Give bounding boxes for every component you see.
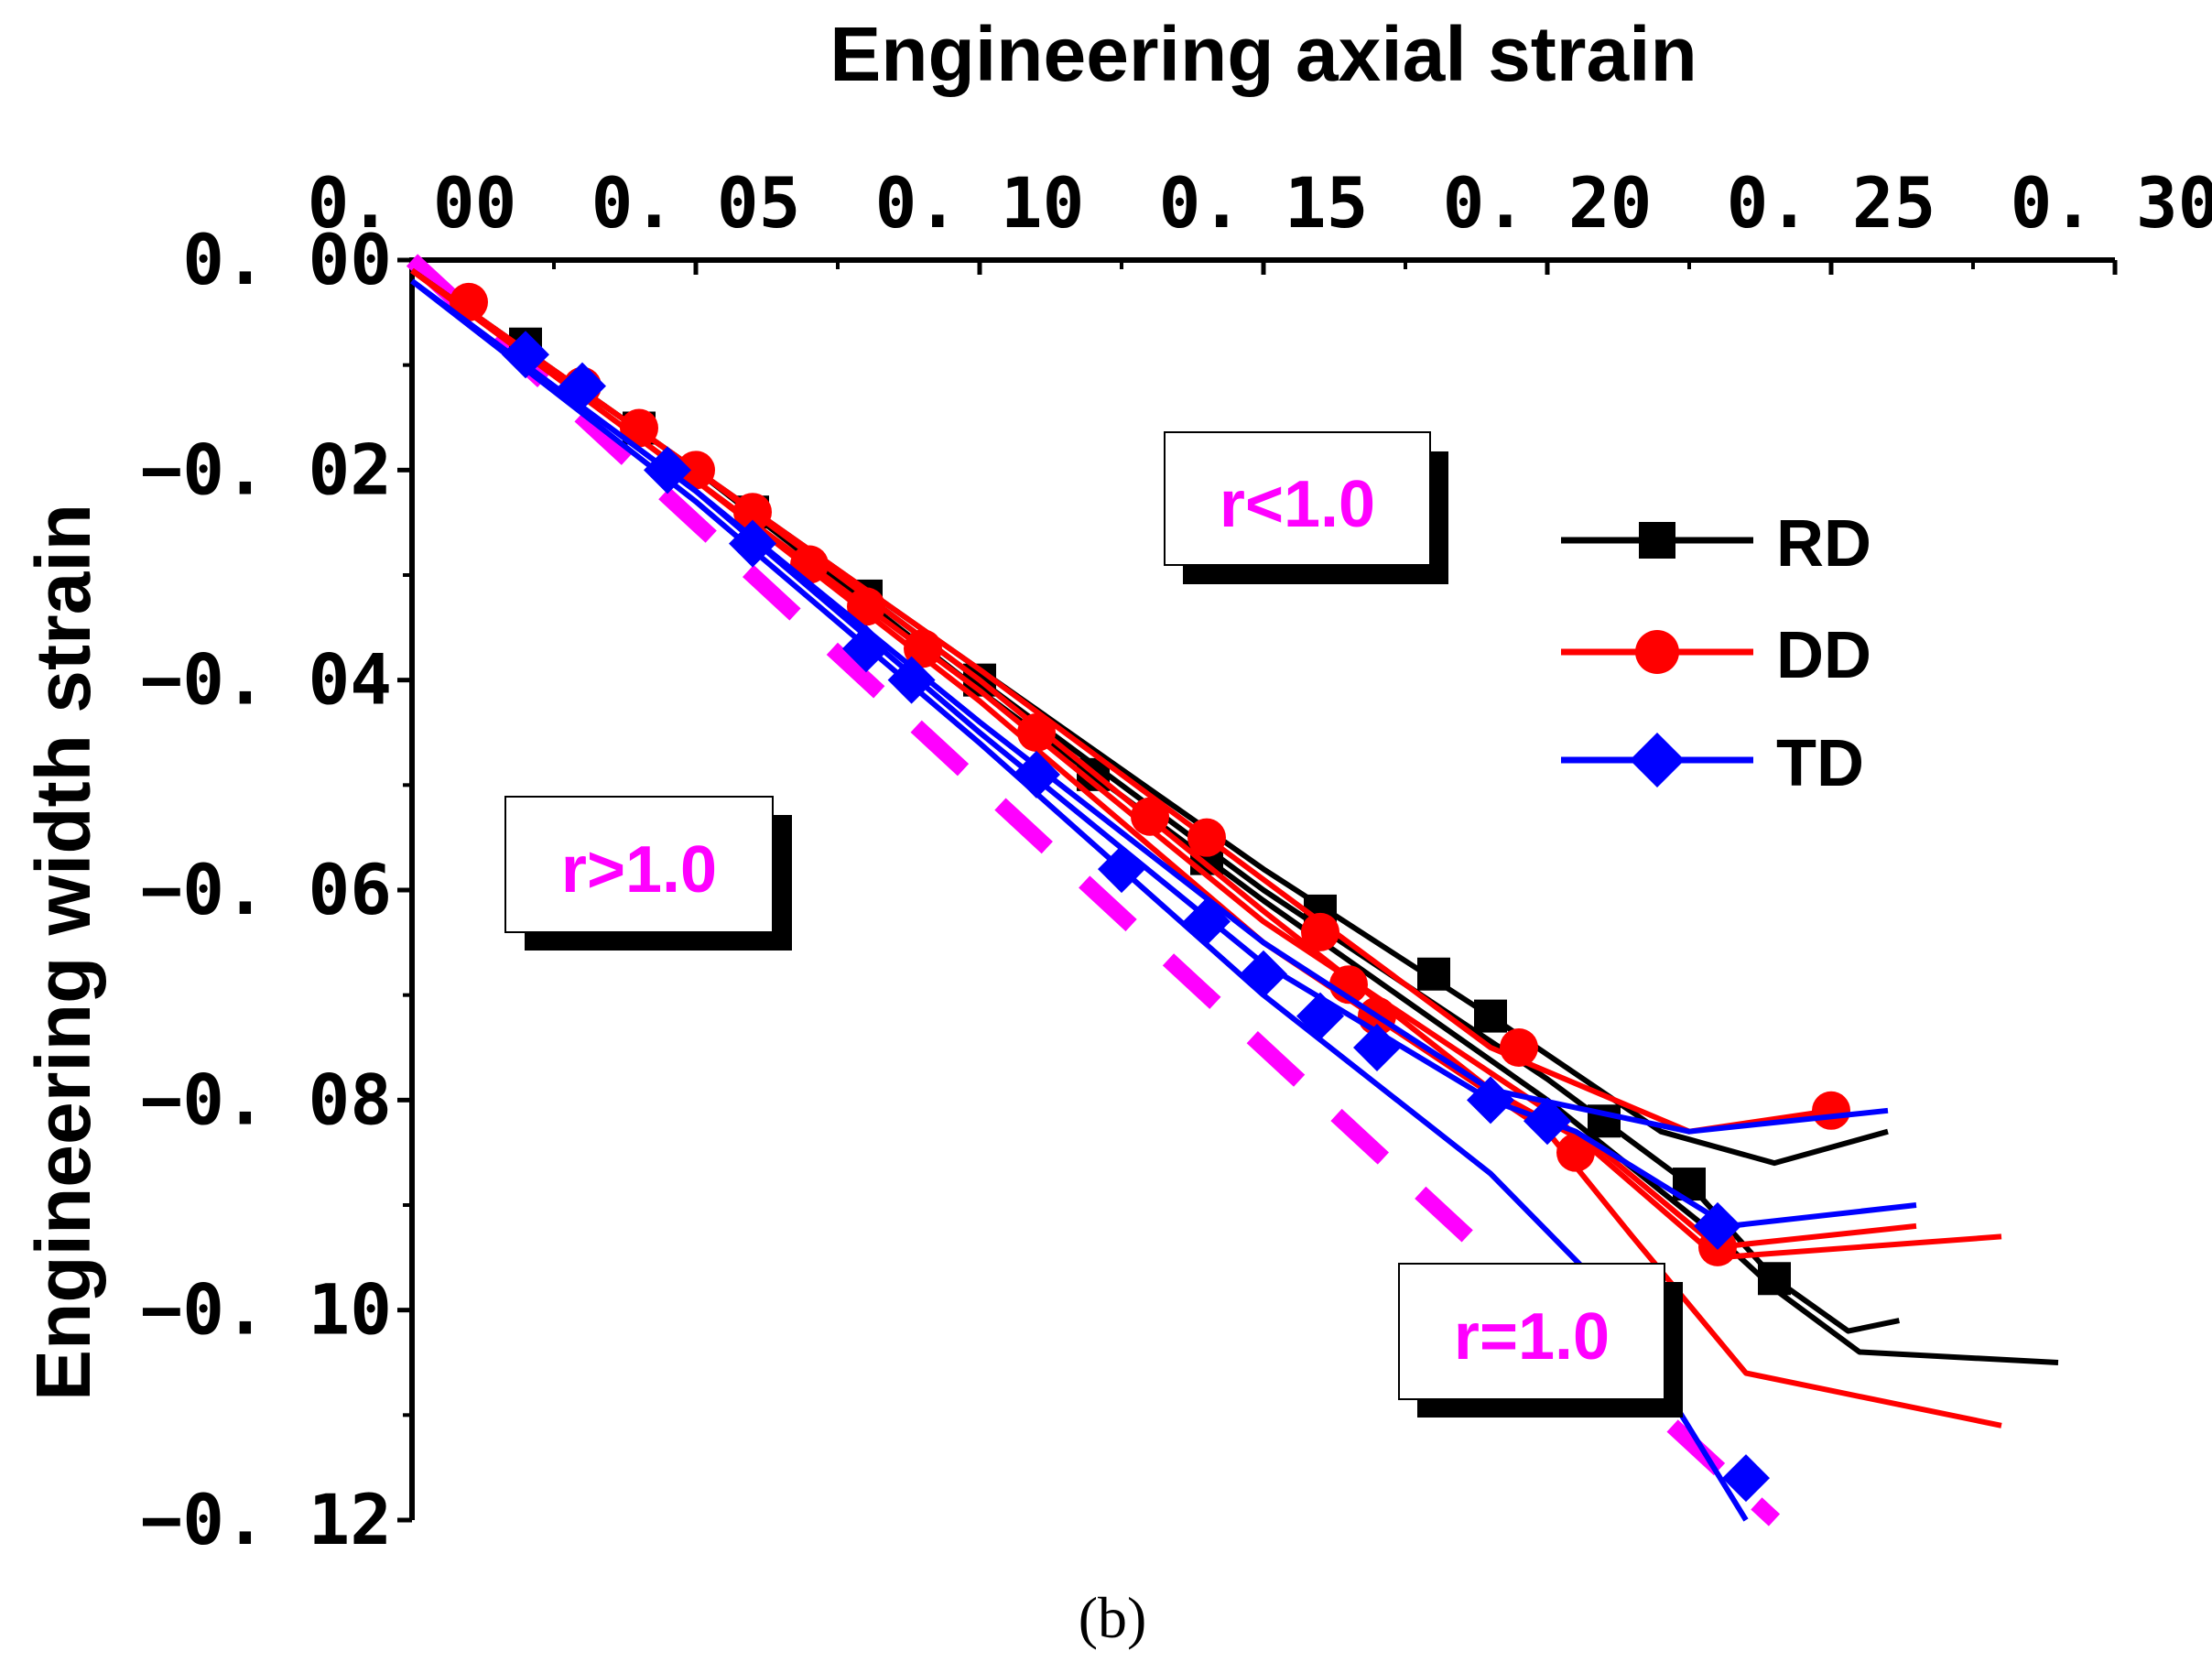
legend-entry-td: TD [1561,727,1864,800]
marker-rd [1474,999,1507,1033]
marker-dd [1017,713,1056,752]
series-group [410,268,2059,1522]
x-tick-label: 0. 20 [1443,162,1653,244]
marker-td [1183,897,1231,946]
figure-caption: (b) [1079,1585,1147,1650]
series-line-dd [410,268,1832,1135]
marker-dd [1301,912,1339,951]
ticks: 0. 00 0. 05 0. 10 0. 15 0. 20 0. 25 0. 30 0. 00… [140,162,2212,1560]
y-axis-title: Engineering width strain [20,504,106,1401]
marker-td [1722,1454,1770,1503]
marker-td [842,625,890,673]
marker-td [1694,1201,1741,1250]
y-tick-label: −0. 02 [140,429,392,510]
marker-td [729,519,776,568]
x-axis-title: Engineering axial strain [830,11,1697,97]
y-tick-label: 0. 00 [182,219,392,300]
marker-rd [1758,1262,1791,1296]
y-tick-label: −0. 04 [140,639,392,721]
x-tick-label: 0. 10 [875,162,1085,244]
marker-td [644,446,691,494]
y-tick-label: −0. 06 [140,849,392,930]
marker-td [1013,750,1060,798]
marker-dd [450,282,488,321]
series-line-td [410,278,1889,1135]
marker-td [502,331,549,379]
marker-dd [733,493,772,532]
marker-dd [620,408,658,448]
y-tick-label: −0. 12 [140,1479,392,1560]
marker-td [1098,845,1145,894]
x-tick-label: 0. 15 [1159,162,1369,244]
marker-dd [1187,818,1226,857]
marker-dd [1131,797,1169,836]
legend-marker-rd [1639,522,1675,559]
legend-label-td: TD [1776,727,1864,800]
marker-td [1353,1024,1401,1071]
legend-label-dd: DD [1776,619,1871,692]
x-tick-label: 0. 25 [1727,162,1936,244]
x-tick-label: 0. 00 [308,162,517,244]
marker-td [887,656,936,704]
marker-dd [1556,1133,1595,1172]
marker-td [1467,1076,1514,1124]
marker-td [1296,992,1344,1040]
annotation-r-gt-1: r>1.0 [504,796,792,951]
annotation-r-lt-1-label: r<1.0 [1220,468,1375,541]
marker-rd [1417,957,1450,991]
annotation-r-lt-1: r<1.0 [1164,431,1448,584]
legend-label-rd: RD [1776,507,1871,581]
marker-td [1523,1097,1571,1146]
annotation-r-gt-1-label: r>1.0 [561,833,717,907]
legend-marker-td [1630,733,1685,788]
annotation-r-eq-1: r=1.0 [1398,1263,1683,1418]
marker-dd [677,451,715,490]
annotation-r-eq-1-label: r=1.0 [1454,1300,1610,1374]
marker-td [558,362,606,410]
x-tick-label: 0. 05 [591,162,801,244]
x-tick-label: 0. 30 [2011,162,2212,244]
y-tick-label: −0. 08 [140,1059,392,1140]
series-line-rd [410,268,1889,1167]
legend-entry-dd: DD [1561,619,1871,692]
series-td [410,278,1917,1522]
legend: RD DD TD [1561,507,1871,800]
legend-entry-rd: RD [1561,507,1871,581]
marker-dd [1812,1091,1850,1130]
y-tick-label: −0. 10 [140,1269,392,1351]
legend-marker-dd [1635,630,1679,674]
marker-dd [1500,1028,1538,1067]
marker-dd [847,587,885,626]
marker-td [1240,950,1287,998]
